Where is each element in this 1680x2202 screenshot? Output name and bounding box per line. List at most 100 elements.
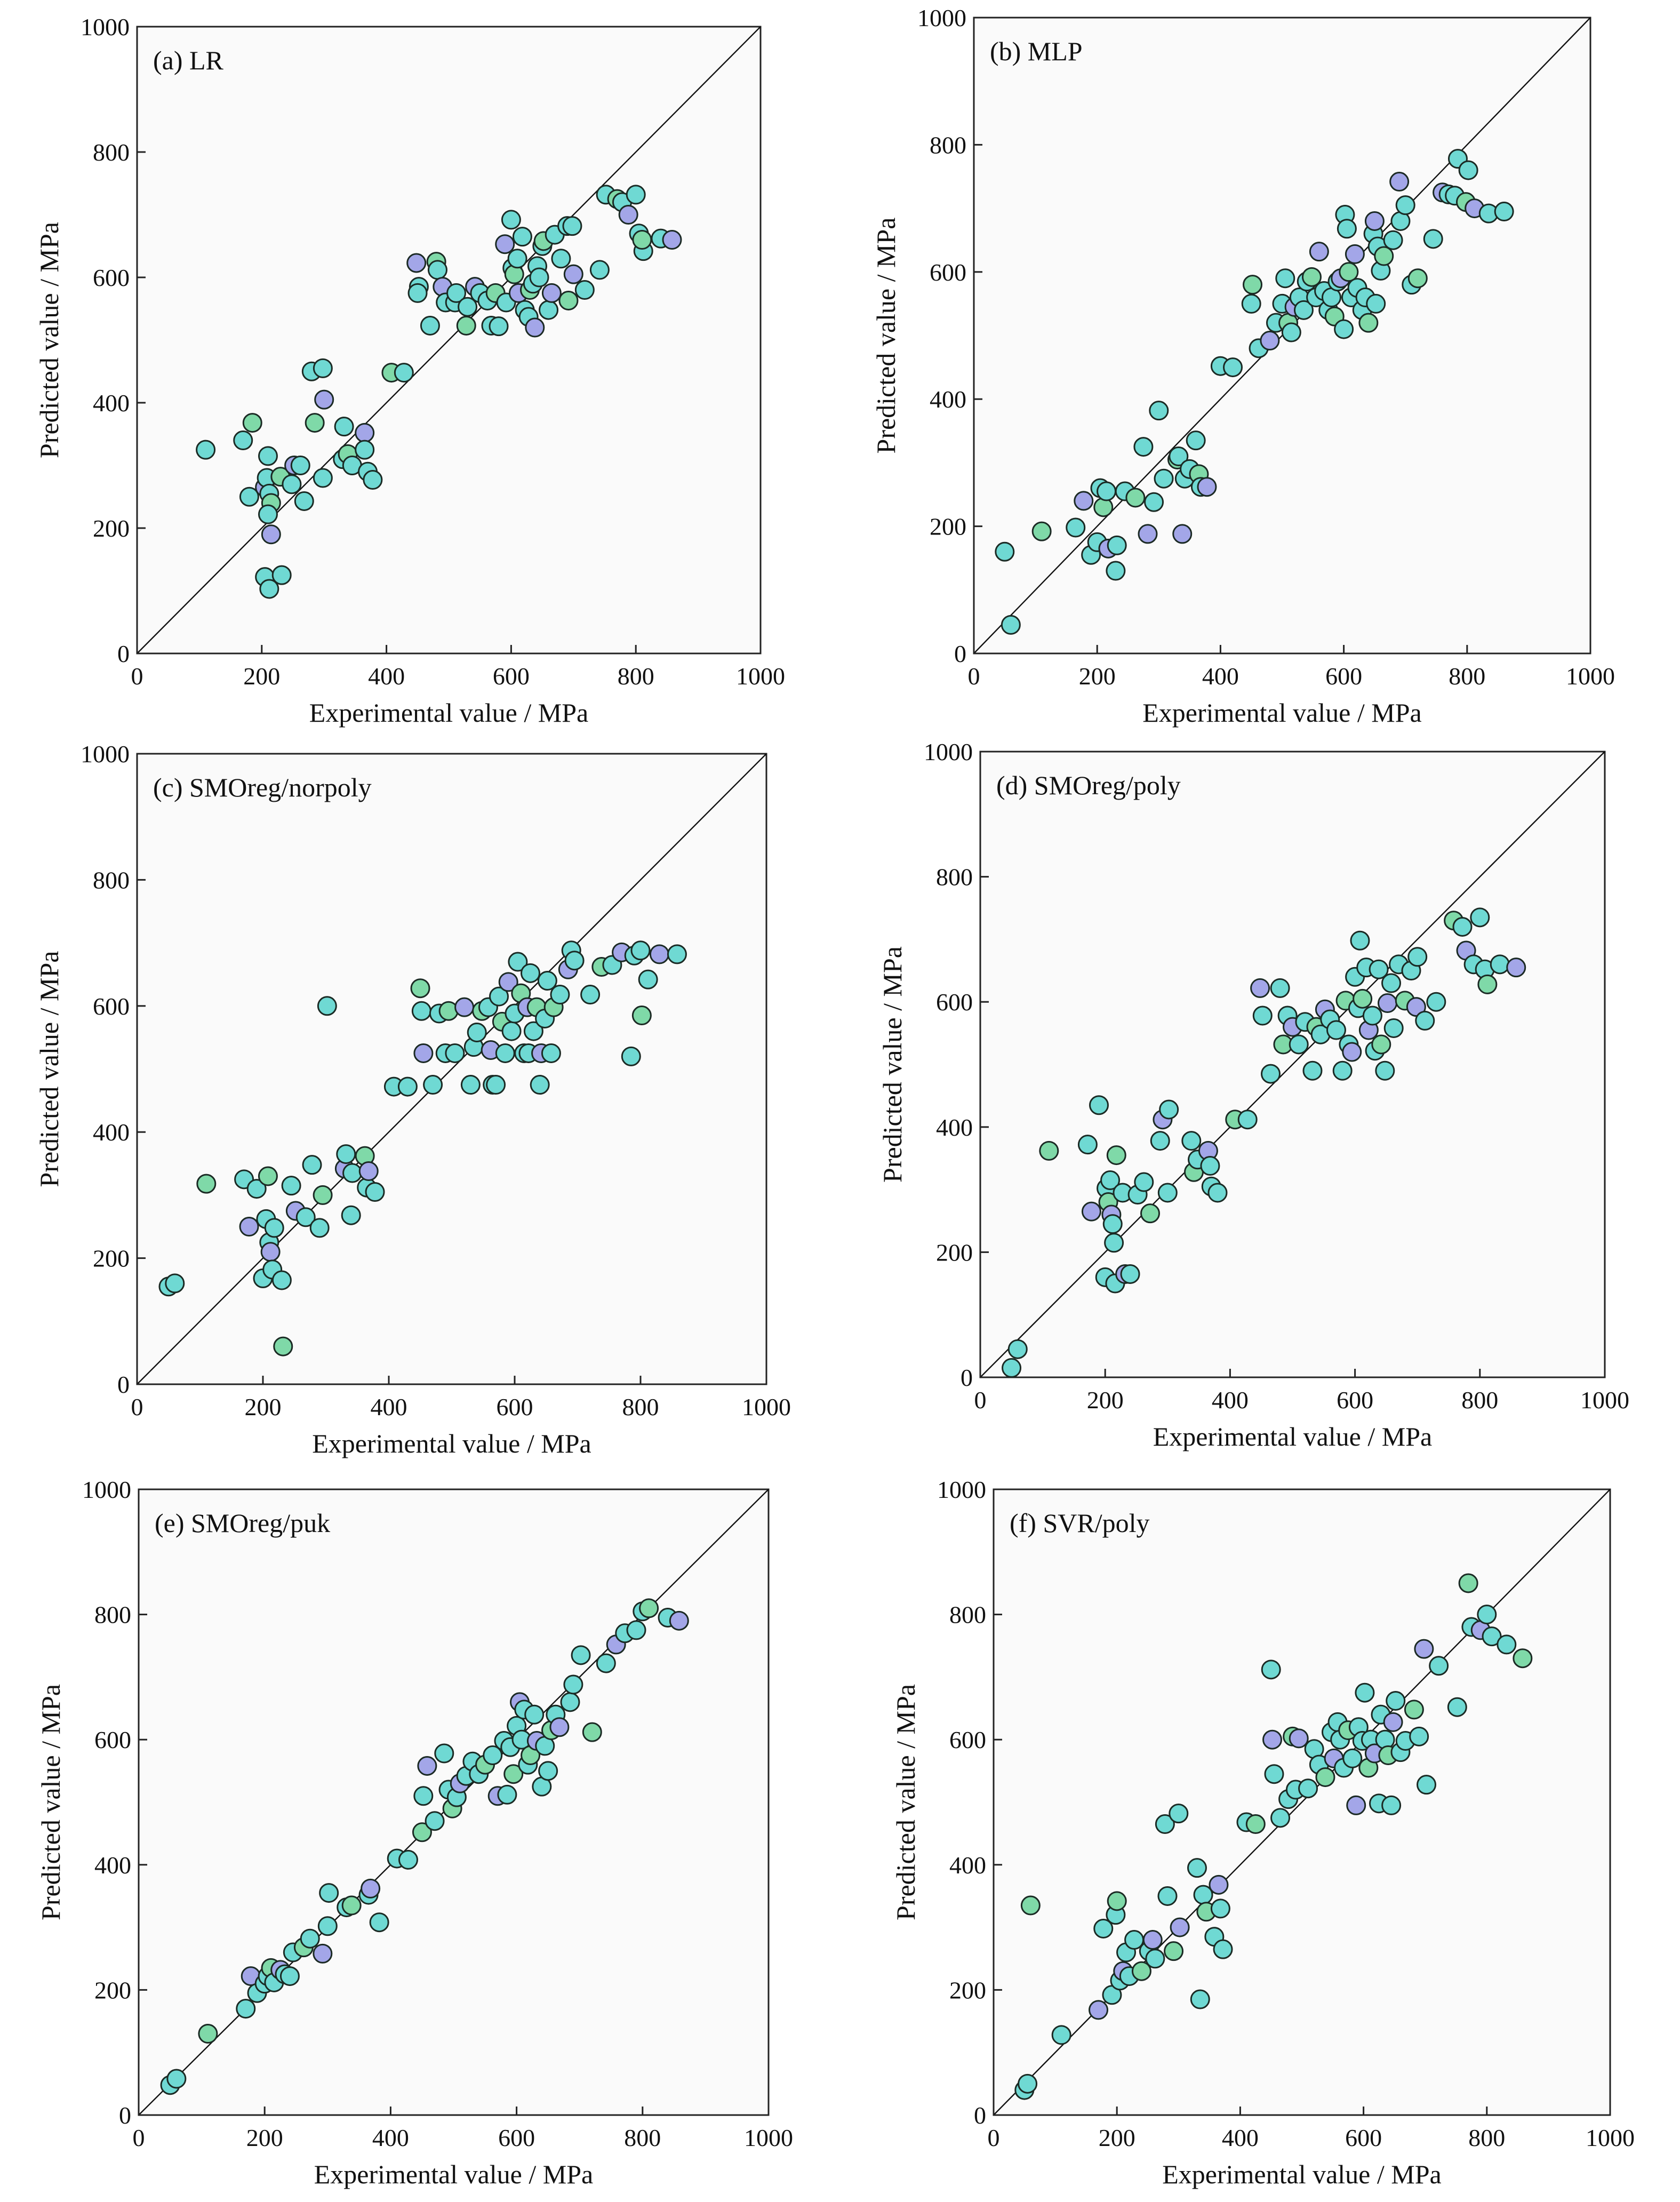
chart-2-x-tick-label: 0 (968, 663, 980, 690)
chart-1-point (271, 565, 292, 585)
chart-6-point (1383, 1712, 1403, 1732)
chart-4-x-tick-label: 0 (974, 1386, 987, 1414)
chart-6-x-tick-label: 400 (1222, 2124, 1259, 2151)
chart-6-y-tick-label: 400 (949, 1852, 986, 1879)
chart-1-point (407, 283, 428, 303)
chart-4-point (1342, 1042, 1362, 1062)
chart-5-x-tick-label: 800 (624, 2124, 661, 2151)
chart-3-y-tick-label: 0 (117, 1371, 130, 1398)
chart-4-point (1150, 1131, 1170, 1151)
chart-2-point (1423, 229, 1443, 249)
chart-2-point (1293, 300, 1314, 320)
chart-6-point (1089, 2000, 1109, 2020)
chart-5-point (413, 1786, 434, 1806)
chart-4-y-tick-label: 0 (961, 1364, 973, 1391)
chart-3-x-tick-label: 400 (371, 1393, 407, 1421)
chart-1-point (313, 468, 333, 488)
chart-4-point (1157, 1183, 1178, 1203)
chart-4-y-tick-label: 400 (936, 1114, 973, 1141)
chart-6-point (1346, 1795, 1366, 1815)
chart-4-point (1270, 978, 1290, 998)
chart-1-point (282, 474, 302, 494)
chart-1-point (541, 283, 562, 303)
chart-1-point (563, 264, 583, 284)
chart-2-point (1281, 322, 1301, 342)
chart-4-point (1362, 1006, 1382, 1026)
chart-6-point (1093, 1918, 1114, 1938)
chart-2-point (1458, 160, 1478, 180)
chart-5-point (582, 1722, 602, 1742)
chart-4-point (1207, 1183, 1228, 1203)
chart-4-x-axis-title: Experimental value / MPa (1153, 1422, 1432, 1451)
chart-3-point (342, 1163, 363, 1183)
chart-4-point (1332, 1060, 1353, 1081)
chart-5-point (236, 1999, 256, 2019)
chart-2-point (1389, 172, 1410, 192)
chart-2-panel-label: (b) MLP (990, 36, 1083, 66)
chart-3-point (239, 1217, 259, 1236)
chart-6-point (1187, 1858, 1207, 1878)
chart-6-y-tick-label: 600 (949, 1726, 986, 1753)
chart-2-points (995, 149, 1514, 635)
chart-3-point (196, 1174, 217, 1194)
chart-6-point (1170, 1917, 1190, 1937)
chart-2-point (1223, 357, 1243, 378)
chart-5-x-tick-label: 200 (246, 2124, 283, 2151)
chart-1-reference-line (137, 26, 761, 654)
chart-1-point (539, 300, 559, 320)
chart-1-x-tick-label: 200 (243, 663, 280, 690)
chart-3-point (260, 1242, 281, 1262)
chart-3-point (336, 1144, 356, 1164)
chart-5-x-tick-label: 0 (133, 2124, 145, 2151)
chart-4-point (1369, 959, 1389, 979)
chart-3-point (358, 1161, 379, 1181)
chart-2-point (1107, 535, 1127, 555)
chart-1-point (507, 249, 527, 269)
chart-4-x-tick-label: 400 (1212, 1386, 1249, 1414)
chart-3-point (317, 996, 337, 1016)
chart-1-point (589, 260, 610, 280)
chart-5-point (369, 1912, 389, 1933)
chart-4-point (1120, 1264, 1140, 1284)
chart-1-point (562, 216, 582, 236)
chart-4-y-axis-title: Predicted value / MPa (877, 946, 907, 1183)
chart-2-point (1407, 268, 1428, 289)
chart-6-point (1298, 1778, 1318, 1799)
chart-4-point (1181, 1131, 1202, 1151)
chart-1-point (551, 249, 571, 269)
chart-1-point (294, 491, 314, 511)
chart-4-y-tick-label: 1000 (924, 738, 973, 765)
chart-6-point (1315, 1767, 1335, 1788)
chart-2-point (1172, 524, 1193, 544)
chart-3-point (489, 986, 509, 1007)
chart-3-point (281, 1176, 301, 1196)
chart-1-point (394, 363, 414, 383)
chart-5-point (560, 1692, 580, 1712)
chart-3-point (621, 1046, 641, 1066)
chart-5-points (160, 1598, 689, 2095)
chart-6-point (1482, 1626, 1502, 1647)
chart-3-point (258, 1166, 278, 1186)
chart-1-panel-label: (a) LR (153, 45, 224, 75)
chart-3-y-tick-label: 400 (93, 1119, 130, 1146)
chart-4-panel: 0 200 400 600 800 1000 0 200 400 600 800 1000 Experi… (877, 738, 1629, 1451)
chart-4-y-tick-label: 200 (936, 1239, 973, 1266)
chart-4-point (1007, 1339, 1028, 1359)
chart-1-point (632, 230, 652, 250)
chart-5-y-tick-label: 200 (94, 1976, 131, 2004)
chart-2-point (1494, 202, 1514, 222)
chart-4-point (1237, 1110, 1258, 1130)
chart-3-point (413, 1043, 434, 1063)
chart-2-y-tick-label: 1000 (917, 4, 966, 31)
chart-3-point (365, 1182, 385, 1202)
chart-5-point (524, 1704, 545, 1725)
chart-1-y-tick-label: 800 (93, 139, 130, 166)
chart-2-panel: 0 200 400 600 800 1000 0 200 400 600 800 1000 Experi… (871, 4, 1615, 728)
chart-1-point (662, 230, 682, 250)
chart-5-point (313, 1943, 333, 1964)
chart-5-point (503, 1764, 524, 1784)
chart-1-point (558, 290, 579, 310)
chart-5-point (483, 1745, 503, 1766)
chart-2-point (1364, 211, 1385, 231)
chart-5-x-tick-label: 600 (498, 2124, 535, 2151)
